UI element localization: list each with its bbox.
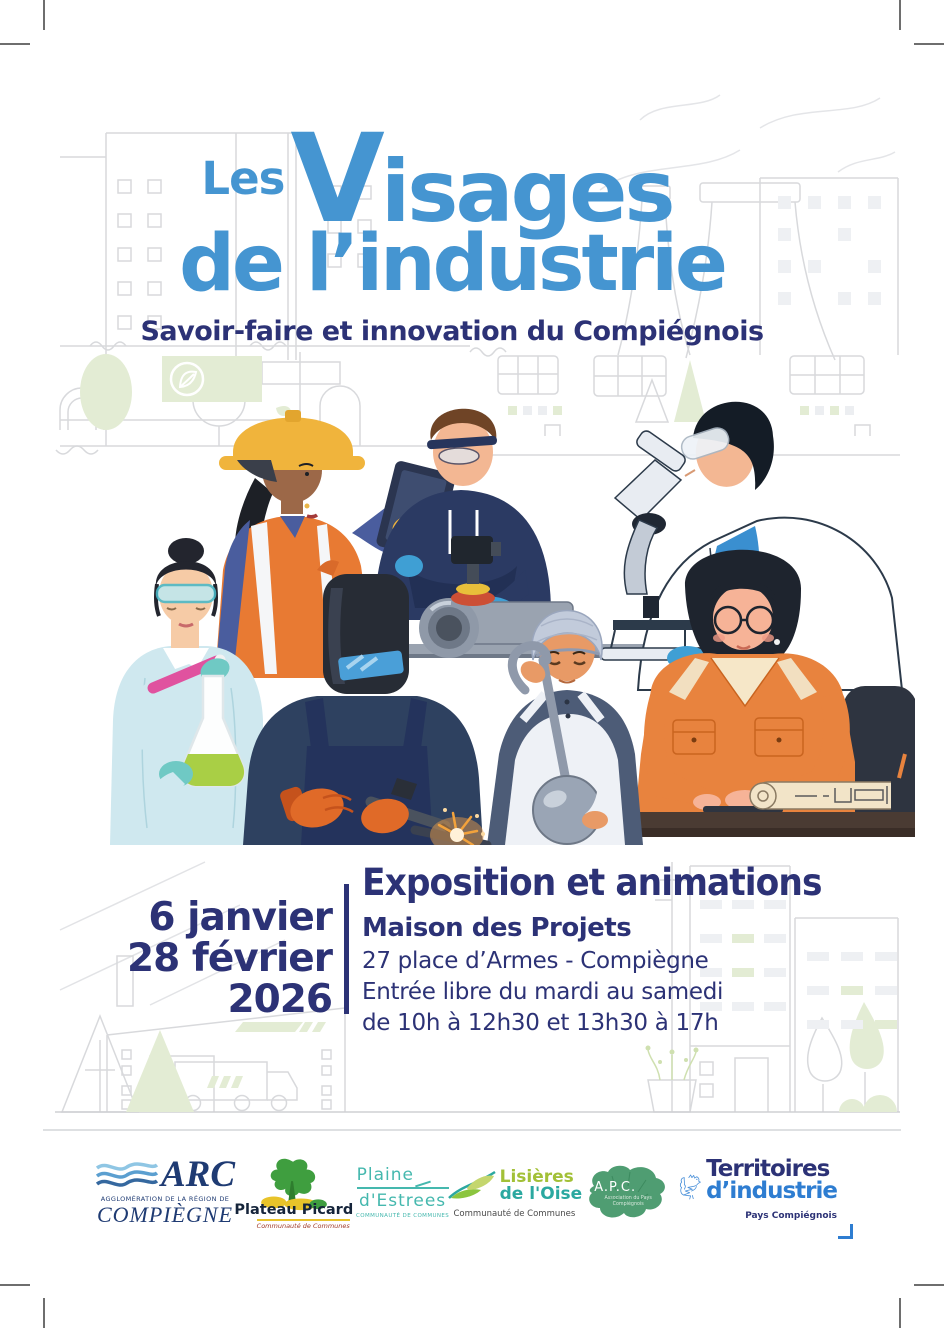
- title-isages: isages: [380, 142, 676, 242]
- arc-waves-icon: [95, 1162, 159, 1187]
- apc-acronym: A.P.C.: [594, 1180, 637, 1195]
- territoires-corner-bracket: [837, 1223, 853, 1239]
- title-line-2: de l’industrie: [179, 219, 728, 309]
- date-info-divider: [344, 884, 349, 1014]
- title-subtitle: Savoir-faire et innovation du Compiégnoi…: [140, 316, 764, 347]
- event-year: 2026: [227, 977, 333, 1022]
- event-opening-days: Entrée libre du mardi au samedi: [362, 979, 724, 1005]
- territoires-sub: Pays Compiégnois: [745, 1210, 837, 1221]
- desk-with-blueprint: [611, 746, 915, 837]
- plateau-picard-name: Plateau Picard: [234, 1202, 354, 1218]
- event-dates: 6 janvier 28 février 2026: [110, 895, 333, 1022]
- crop-mark-top-left-v: [43, 0, 45, 30]
- lisieres-line1: Lisières: [499, 1166, 574, 1187]
- crop-mark-bottom-right-v: [899, 1298, 901, 1328]
- lisieres-line2: de l'Oise: [499, 1183, 583, 1204]
- title-v-initial: V: [290, 108, 384, 250]
- event-date-start: 6 janvier: [148, 895, 333, 940]
- design-engineer-woman: [635, 549, 855, 818]
- crop-mark-bottom-left-v: [43, 1298, 45, 1328]
- logo-territoires-industrie: Territoires d’industrie Pays Compiégnois: [679, 1155, 853, 1239]
- event-address: 27 place d’Armes - Compiègne: [362, 948, 709, 974]
- partner-logos: ARC AGGLOMÉRATION DE LA RÉGION DE COMPIÈ…: [95, 1142, 853, 1242]
- crop-mark-top-left-h: [0, 43, 30, 45]
- lisieres-hills-icon: [447, 1170, 496, 1199]
- apc-sub: Association du Pays Compiégnois: [604, 1196, 652, 1208]
- apc-map-icon: [589, 1165, 666, 1218]
- logo-plateau-picard: Plateau Picard Communauté de Communes: [234, 1154, 353, 1230]
- logo-arc-compiegne: ARC AGGLOMÉRATION DE LA RÉGION DE COMPIÈ…: [95, 1156, 235, 1227]
- crop-mark-bottom-right-h: [914, 1284, 944, 1286]
- crop-mark-bottom-left-h: [0, 1284, 30, 1286]
- plaine-destrees-rule: [356, 1187, 449, 1189]
- plaine-destrees-line2: d'Estrees: [359, 1191, 447, 1211]
- logo-lisieres-de-l-oise: Lisières de l'Oise Communauté de Commune…: [447, 1166, 582, 1219]
- plaine-destrees-line1: Plaine: [356, 1165, 414, 1185]
- event-venue: Maison des Projets: [362, 913, 632, 943]
- territoires-line2: d’industrie: [706, 1177, 838, 1204]
- plaine-destrees-sub: COMMUNAUTÉ DE COMMUNES: [355, 1213, 450, 1219]
- event-heading: Exposition et animations: [362, 861, 822, 904]
- event-opening-hours: de 10h à 12h30 et 13h30 à 17h: [362, 1010, 719, 1036]
- leaf-badge-icon: [169, 361, 205, 397]
- event-date-end: 28 février: [127, 936, 333, 981]
- lisieres-sub: Communauté de Communes: [453, 1208, 576, 1219]
- crop-mark-top-right-v: [899, 0, 901, 30]
- crop-mark-top-right-h: [914, 43, 944, 45]
- arc-acronym: ARC: [160, 1154, 236, 1196]
- plateau-picard-sub: Communauté de Communes: [256, 1219, 350, 1230]
- arc-line1: AGGLOMÉRATION DE LA RÉGION DE: [100, 1195, 230, 1204]
- arc-line2: COMPIÈGNE: [96, 1202, 234, 1228]
- plateau-picard-tree-icon: [260, 1158, 327, 1211]
- foundry-worker-with-ladle: [487, 609, 643, 845]
- territoires-line1: Territoires: [706, 1155, 830, 1182]
- logo-apc: A.P.C. Association du Pays Compiégnois: [576, 1162, 676, 1222]
- workers-illustration: [110, 401, 915, 845]
- event-info: Exposition et animations Maison des Proj…: [362, 861, 882, 1036]
- rooster-icon: [679, 1174, 701, 1199]
- lab-technician-woman: [110, 538, 263, 845]
- welder-with-mask: [243, 560, 492, 845]
- logo-plaine-destrees: Plaine d'Estrees COMMUNAUTÉ DE COMMUNES: [353, 1165, 453, 1219]
- title-les: Les: [201, 152, 285, 205]
- background-greenery: [80, 354, 897, 1112]
